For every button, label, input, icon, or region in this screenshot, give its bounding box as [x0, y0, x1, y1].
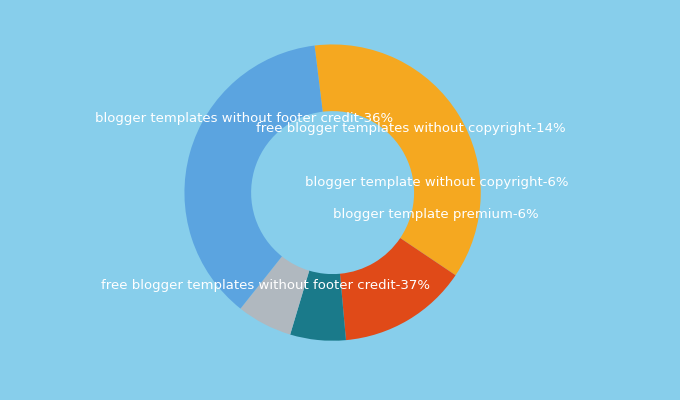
Wedge shape [290, 271, 346, 341]
Text: free blogger templates without copyright-14%: free blogger templates without copyright… [256, 122, 566, 135]
Text: blogger template without copyright-6%: blogger template without copyright-6% [305, 176, 568, 189]
Text: blogger templates without footer credit-36%: blogger templates without footer credit-… [95, 112, 393, 125]
Text: blogger template premium-6%: blogger template premium-6% [333, 208, 539, 221]
Wedge shape [315, 44, 481, 275]
Wedge shape [340, 238, 456, 340]
Wedge shape [241, 256, 309, 334]
Wedge shape [184, 46, 323, 309]
Text: free blogger templates without footer credit-37%: free blogger templates without footer cr… [101, 280, 430, 292]
